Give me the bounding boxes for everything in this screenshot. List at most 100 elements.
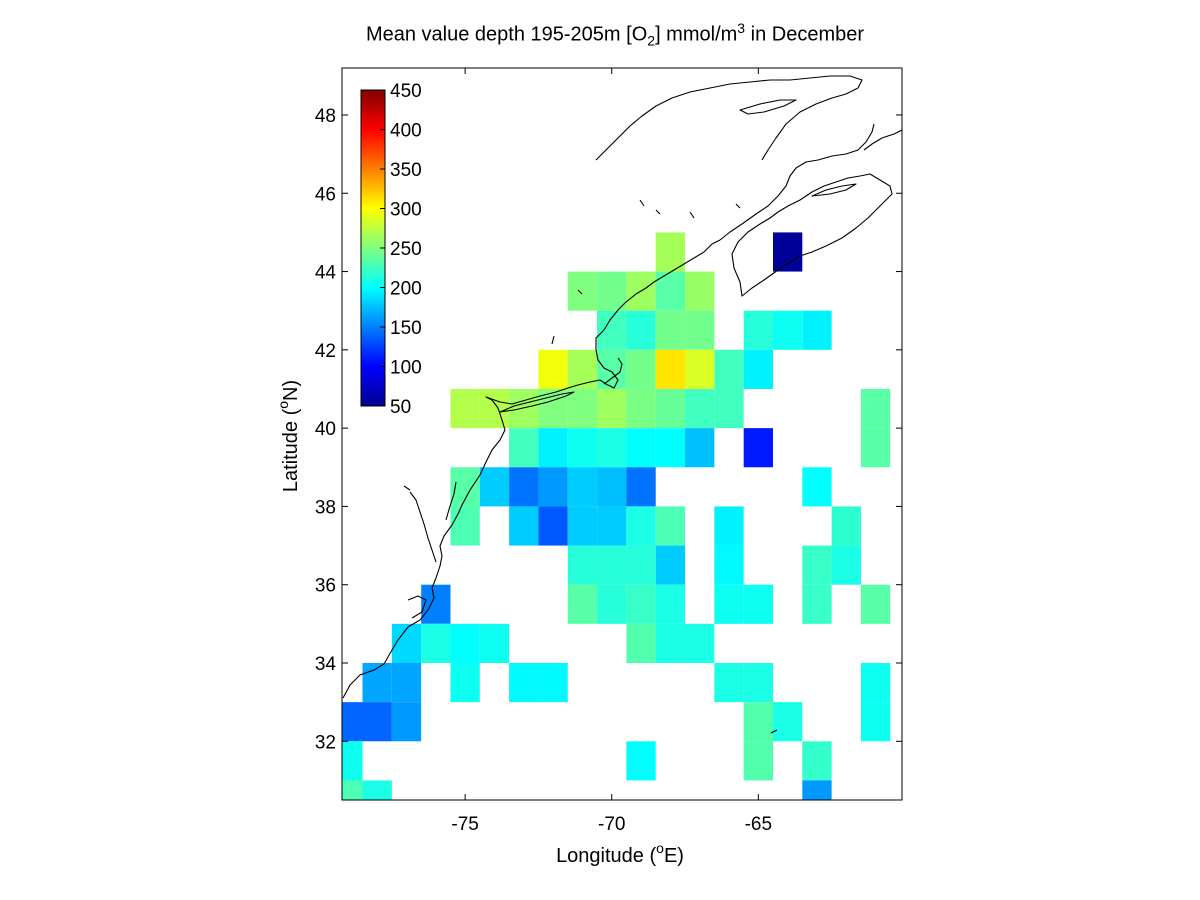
title-main: Mean value depth 195-205m [O (365, 23, 648, 46)
heatmap-cell (743, 662, 773, 703)
y-tick-label: 32 (315, 732, 336, 753)
heatmap-cell (597, 310, 627, 350)
heatmap-cell (802, 780, 832, 800)
heatmap-cell (655, 623, 686, 663)
y-tick-label: 38 (315, 497, 336, 518)
heatmap-cell (567, 584, 598, 624)
x-tick-label: -75 (451, 814, 478, 835)
heatmap-cell (802, 741, 832, 781)
heatmap-cell (685, 349, 715, 389)
colorbar-tick-label: 250 (390, 239, 422, 260)
anticosti-island (739, 99, 797, 115)
heatmap-cell (509, 428, 539, 468)
heatmap-cell (391, 662, 422, 703)
heatmap-cell (479, 467, 510, 507)
heatmap-cell (391, 702, 422, 742)
heatmap-cell (860, 388, 891, 429)
heatmap-cell (626, 428, 656, 468)
title-unit: ] mmol/m (655, 23, 738, 46)
heatmap-cell (509, 388, 539, 429)
heatmap-cell (538, 428, 568, 468)
y-tick-label: 44 (315, 263, 337, 284)
heatmap-cell (538, 467, 568, 507)
heatmap-cell (362, 780, 392, 800)
heatmap-cell (567, 349, 598, 389)
heatmap-cell (860, 584, 891, 624)
heatmap-cell (685, 310, 715, 350)
heatmap-cell (567, 467, 598, 507)
colorbar-tick-label: 300 (390, 200, 422, 221)
heatmap-cell (655, 584, 686, 624)
y-axis-label-prefix: Latitude ( (280, 408, 302, 492)
small-islands (551, 199, 741, 345)
heatmap-cell (860, 662, 891, 703)
heatmap-cell (626, 388, 656, 429)
heatmap-cell (509, 506, 539, 546)
cape-cod (603, 357, 623, 385)
heatmap-cell (743, 428, 773, 468)
heatmap-cell (538, 349, 568, 389)
heatmap-cell (860, 702, 891, 742)
heatmap-cell (509, 467, 539, 507)
heatmap-cell (685, 388, 715, 429)
pamlico-sound (407, 595, 427, 619)
heatmap-cell (685, 271, 715, 311)
heatmap-cell (802, 545, 832, 585)
heatmap-cell (626, 623, 656, 663)
heatmap-cell (802, 467, 832, 507)
heatmap-cell (567, 271, 598, 311)
heatmap-cell (655, 388, 686, 429)
heatmap-cell (597, 584, 627, 624)
bermuda (770, 729, 778, 734)
x-axis: -75 -70 -65 (451, 68, 772, 835)
heatmap-cell (597, 388, 627, 429)
y-axis-label-suffix: N) (280, 380, 302, 401)
heatmap-cell (626, 310, 656, 350)
heatmap-cell (743, 310, 773, 350)
heatmap-cell (714, 388, 744, 429)
heatmap-cell (626, 506, 656, 546)
y-tick-label: 34 (315, 654, 337, 675)
colorbar-tick-label: 50 (390, 397, 411, 418)
heatmap-cell (342, 741, 363, 781)
heatmap-cell (362, 702, 392, 742)
x-axis-label: Longitude (oE) (556, 840, 684, 867)
chart-title: Mean value depth 195-205m [O2] mmol/m3 i… (0, 20, 1200, 49)
heatmap-cell (714, 545, 744, 585)
heatmap-cell (450, 662, 480, 703)
colorbar-tick-label: 450 (390, 81, 422, 102)
nova-scotia (731, 173, 893, 297)
y-axis-label: Latitude (oN) (275, 380, 302, 492)
prince-edward-island (811, 183, 857, 197)
colorbar-tick-label: 150 (390, 318, 422, 339)
heatmap-cell (626, 584, 656, 624)
heatmap-cell (567, 506, 598, 546)
colorbar-tick-label: 350 (390, 160, 422, 181)
y-tick-label: 48 (315, 106, 336, 127)
heatmap-cell (450, 623, 480, 663)
heatmap-cell (743, 584, 773, 624)
heatmap-cell (772, 702, 803, 742)
x-axis-label-prefix: Longitude ( (556, 845, 656, 867)
y-tick-label: 46 (315, 184, 336, 205)
heatmap-cell (421, 623, 451, 663)
heatmap-cell (597, 271, 627, 311)
us-coastline (342, 239, 721, 699)
heatmap-cell (567, 545, 598, 585)
heatmap-cell (655, 310, 686, 350)
x-tick-label: -65 (745, 814, 772, 835)
quebec-coast (595, 75, 863, 161)
x-axis-label-suffix: E) (664, 845, 684, 867)
heatmap-cell (655, 271, 686, 311)
heatmap-cell (802, 584, 832, 624)
y-tick-label: 40 (315, 419, 336, 440)
heatmap-cell (391, 623, 422, 663)
heatmap-cell (479, 623, 510, 663)
heatmap-cell (626, 741, 656, 781)
heatmap-cell (714, 662, 744, 703)
y-axis-label-degree: o (275, 401, 291, 409)
cape-breton (863, 129, 902, 151)
heatmap-cell (685, 623, 715, 663)
heatmap-cell (362, 662, 392, 703)
heatmap-cell (597, 506, 627, 546)
